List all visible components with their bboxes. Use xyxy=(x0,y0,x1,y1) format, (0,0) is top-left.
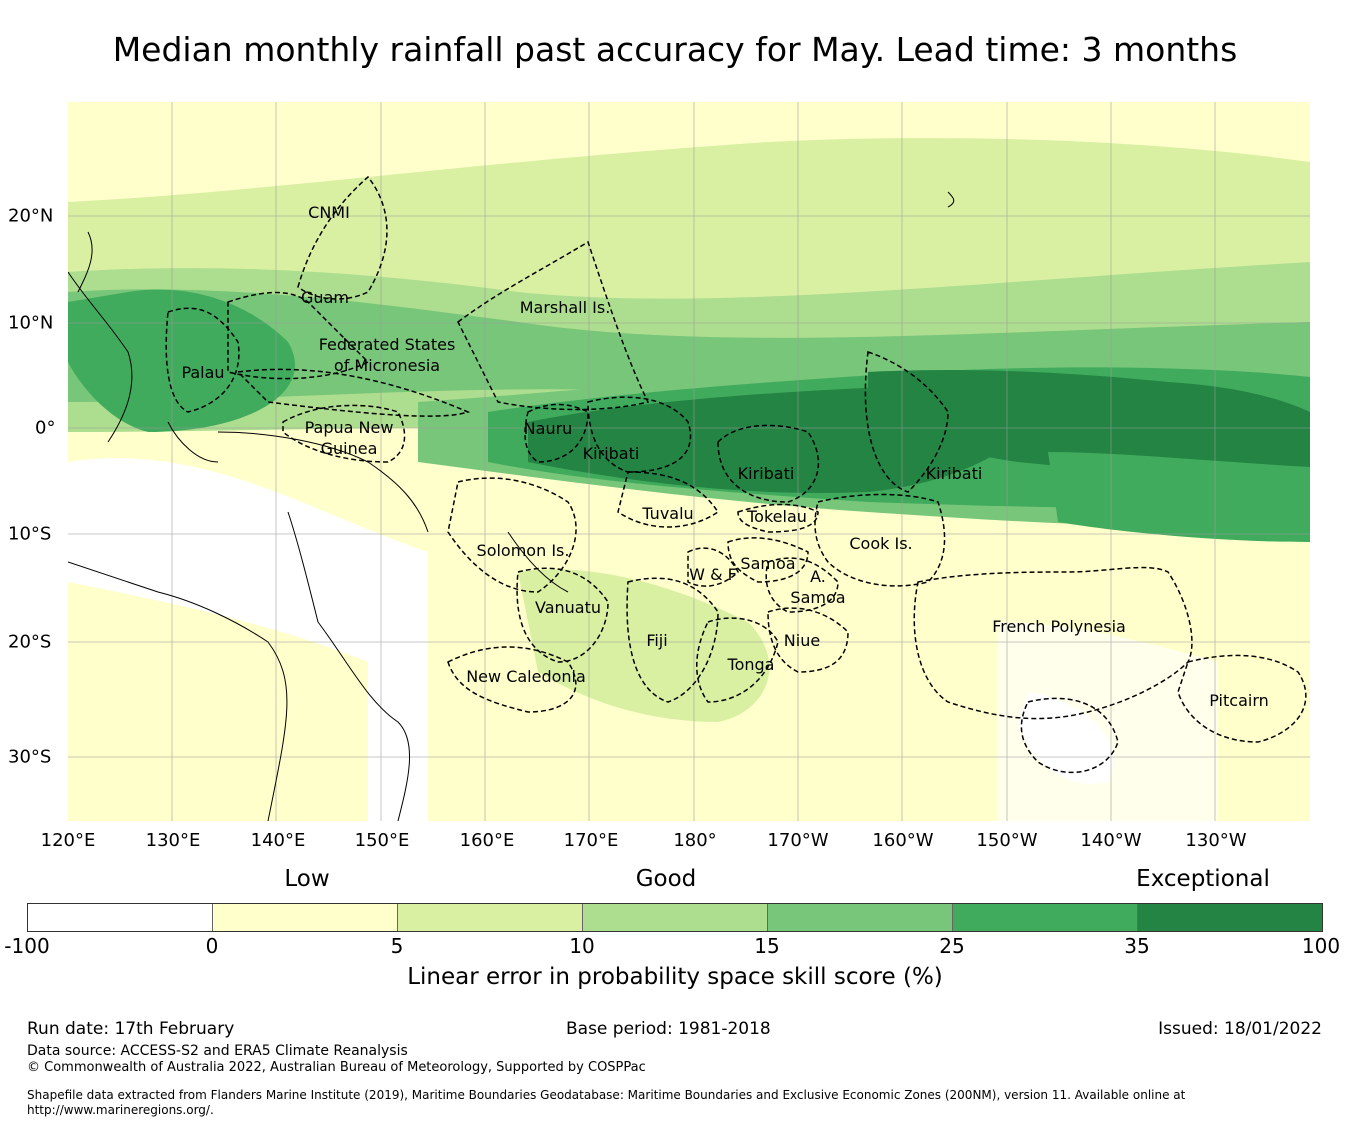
region-label: of Micronesia xyxy=(334,356,440,375)
region-label: Tonga xyxy=(727,655,775,674)
longitude-label: 180° xyxy=(673,830,717,851)
skill-bands xyxy=(68,102,1310,821)
region-label: A. xyxy=(810,567,826,586)
region-label: Nauru xyxy=(524,419,573,438)
region-label: Solomon Is. xyxy=(477,541,570,560)
coastlines xyxy=(68,191,955,821)
region-label: Samoa xyxy=(740,554,795,573)
copyright: © Commonwealth of Australia 2022, Austra… xyxy=(27,1060,646,1075)
colorbar-segment xyxy=(768,904,953,931)
region-label: French Polynesia xyxy=(992,617,1126,636)
latitude-label: 30°S xyxy=(8,746,52,768)
latitude-label: 0° xyxy=(35,417,56,439)
longitude-label: 170°W xyxy=(767,830,829,851)
colorbar-category-low: Low xyxy=(284,866,330,892)
longitude-label: 160°E xyxy=(459,830,515,851)
region-label: Samoa xyxy=(790,588,845,607)
latitude-label: 10°S xyxy=(8,523,52,545)
eez-boundaries xyxy=(165,175,1307,774)
colorbar-segment xyxy=(953,904,1138,931)
colorbar-tick: 15 xyxy=(754,934,780,958)
longitude-label: 140°E xyxy=(250,830,306,851)
region-label: Federated States xyxy=(319,335,456,354)
longitude-label: 130°W xyxy=(1185,830,1247,851)
issued-date: Issued: 18/01/2022 xyxy=(1158,1019,1322,1039)
region-label: Guam xyxy=(301,288,349,307)
region-label: Palau xyxy=(181,363,224,382)
colorbar xyxy=(27,903,1323,932)
region-label: Guinea xyxy=(321,439,378,458)
region-label: Tuvalu xyxy=(641,504,693,523)
colorbar-tick: 0 xyxy=(205,934,219,958)
region-label: Pitcairn xyxy=(1209,691,1269,710)
data-source: Data source: ACCESS-S2 and ERA5 Climate … xyxy=(27,1043,408,1059)
colorbar-tick: 5 xyxy=(390,934,404,958)
chart-title: Median monthly rainfall past accuracy fo… xyxy=(112,30,1238,69)
region-label: Fiji xyxy=(646,631,667,650)
base-period: Base period: 1981-2018 xyxy=(566,1019,771,1039)
run-date: Run date: 17th February xyxy=(27,1019,235,1039)
region-label: CNMI xyxy=(308,203,350,222)
shapefile-note: Shapefile data extracted from Flanders M… xyxy=(27,1088,1186,1117)
colorbar-tick: 10 xyxy=(569,934,595,958)
colorbar-label: Linear error in probability space skill … xyxy=(407,964,943,990)
region-label: Niue xyxy=(784,631,820,650)
longitude-label: 160°W xyxy=(872,830,934,851)
region-label: Cook Is. xyxy=(849,534,912,553)
region-label: Vanuatu xyxy=(535,598,601,617)
region-label: Kiribati xyxy=(738,464,795,483)
latitude-label: 10°N xyxy=(8,312,54,334)
longitude-label: 140°W xyxy=(1080,830,1142,851)
colorbar-tick: -100 xyxy=(4,934,50,958)
region-label: W & F xyxy=(689,565,737,584)
colorbar-tick: 100 xyxy=(1301,934,1341,958)
latitude-label: 20°S xyxy=(8,631,52,653)
longitude-label: 150°E xyxy=(354,830,410,851)
colorbar-tick: 25 xyxy=(939,934,965,958)
colorbar-tick: 35 xyxy=(1124,934,1150,958)
colorbar-segment xyxy=(583,904,768,931)
longitude-label: 130°E xyxy=(145,830,201,851)
colorbar-category-exceptional: Exceptional xyxy=(1136,866,1270,892)
region-labels: CNMI Guam Marshall Is. Federated States … xyxy=(181,203,1268,710)
region-label: Tokelau xyxy=(746,507,807,526)
colorbar-segment xyxy=(28,904,213,931)
colorbar-segment xyxy=(213,904,398,931)
longitude-label: 120°E xyxy=(40,830,96,851)
colorbar-segment xyxy=(1138,904,1322,931)
region-label: New Caledonia xyxy=(466,667,586,686)
region-label: Papua New xyxy=(305,418,394,437)
longitude-label: 170°E xyxy=(563,830,619,851)
colorbar-category-good: Good xyxy=(635,866,697,892)
region-label: Kiribati xyxy=(583,444,640,463)
region-label: Marshall Is. xyxy=(520,298,611,317)
skill-score-map: CNMI Guam Marshall Is. Federated States … xyxy=(68,102,1310,821)
longitude-label: 150°W xyxy=(976,830,1038,851)
graticule xyxy=(68,102,1310,821)
colorbar-segment xyxy=(398,904,583,931)
latitude-label: 20°N xyxy=(8,205,54,227)
region-label: Kiribati xyxy=(926,464,983,483)
